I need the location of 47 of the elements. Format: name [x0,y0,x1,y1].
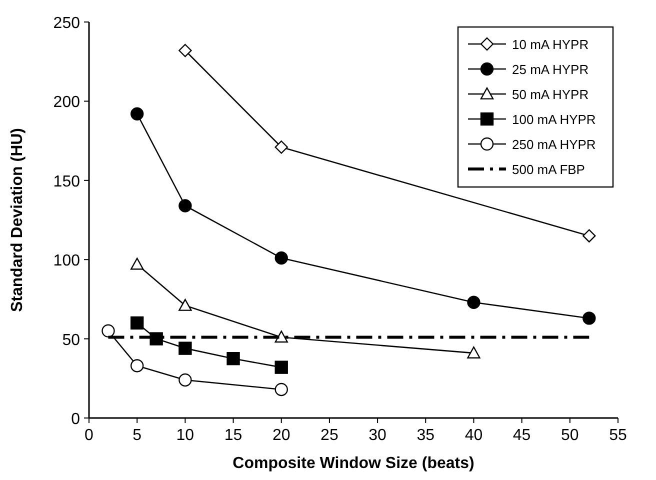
point [178,373,192,387]
x-tick-label: 5 [132,427,142,444]
x-tick-label: 40 [464,427,483,444]
point [178,298,192,311]
x-tick-label: 55 [609,427,627,444]
x-tick-label: 20 [272,427,290,444]
point [178,199,192,212]
point [178,342,192,355]
point [274,360,288,374]
legend-label: 25 mA HYPR [512,62,589,77]
x-tick-label: 25 [320,427,338,444]
point [150,332,163,346]
y-tick-label: 100 [53,252,80,270]
point [102,324,115,338]
legend-label: 50 mA HYPR [512,87,589,102]
x-tick-label: 0 [84,427,94,444]
point [274,140,288,154]
x-tick-label: 10 [176,427,194,444]
legend-label: 500 mA FBP [512,162,585,177]
point [274,251,288,265]
point [130,359,144,372]
x-axis-title: Composite Window Size (beats) [232,455,474,472]
point [467,346,480,358]
x-tick-label: 15 [224,427,242,444]
y-tick-label: 250 [53,15,80,32]
legend-label: 100 mA HYPR [512,112,596,127]
point [467,296,480,309]
x-tick-label: 45 [512,427,531,444]
y-tick-label: 50 [62,332,80,349]
point [274,382,288,396]
legend-label: 10 mA HYPR [512,37,589,52]
point [226,352,240,366]
y-tick-label: 0 [71,411,80,428]
point [582,312,596,325]
point [130,258,144,270]
x-tick-label: 30 [368,427,387,444]
point [130,107,144,120]
point [178,44,192,58]
x-tick-label: 50 [561,427,579,444]
point [274,330,288,343]
legend-label: 250 mA HYPR [512,137,596,152]
point [582,229,596,242]
y-axis-title: Standard Deviation (HU) [9,128,26,312]
x-tick-label: 35 [416,427,435,444]
y-tick-label: 150 [53,173,80,190]
point [130,316,144,330]
y-tick-label: 200 [53,94,80,112]
